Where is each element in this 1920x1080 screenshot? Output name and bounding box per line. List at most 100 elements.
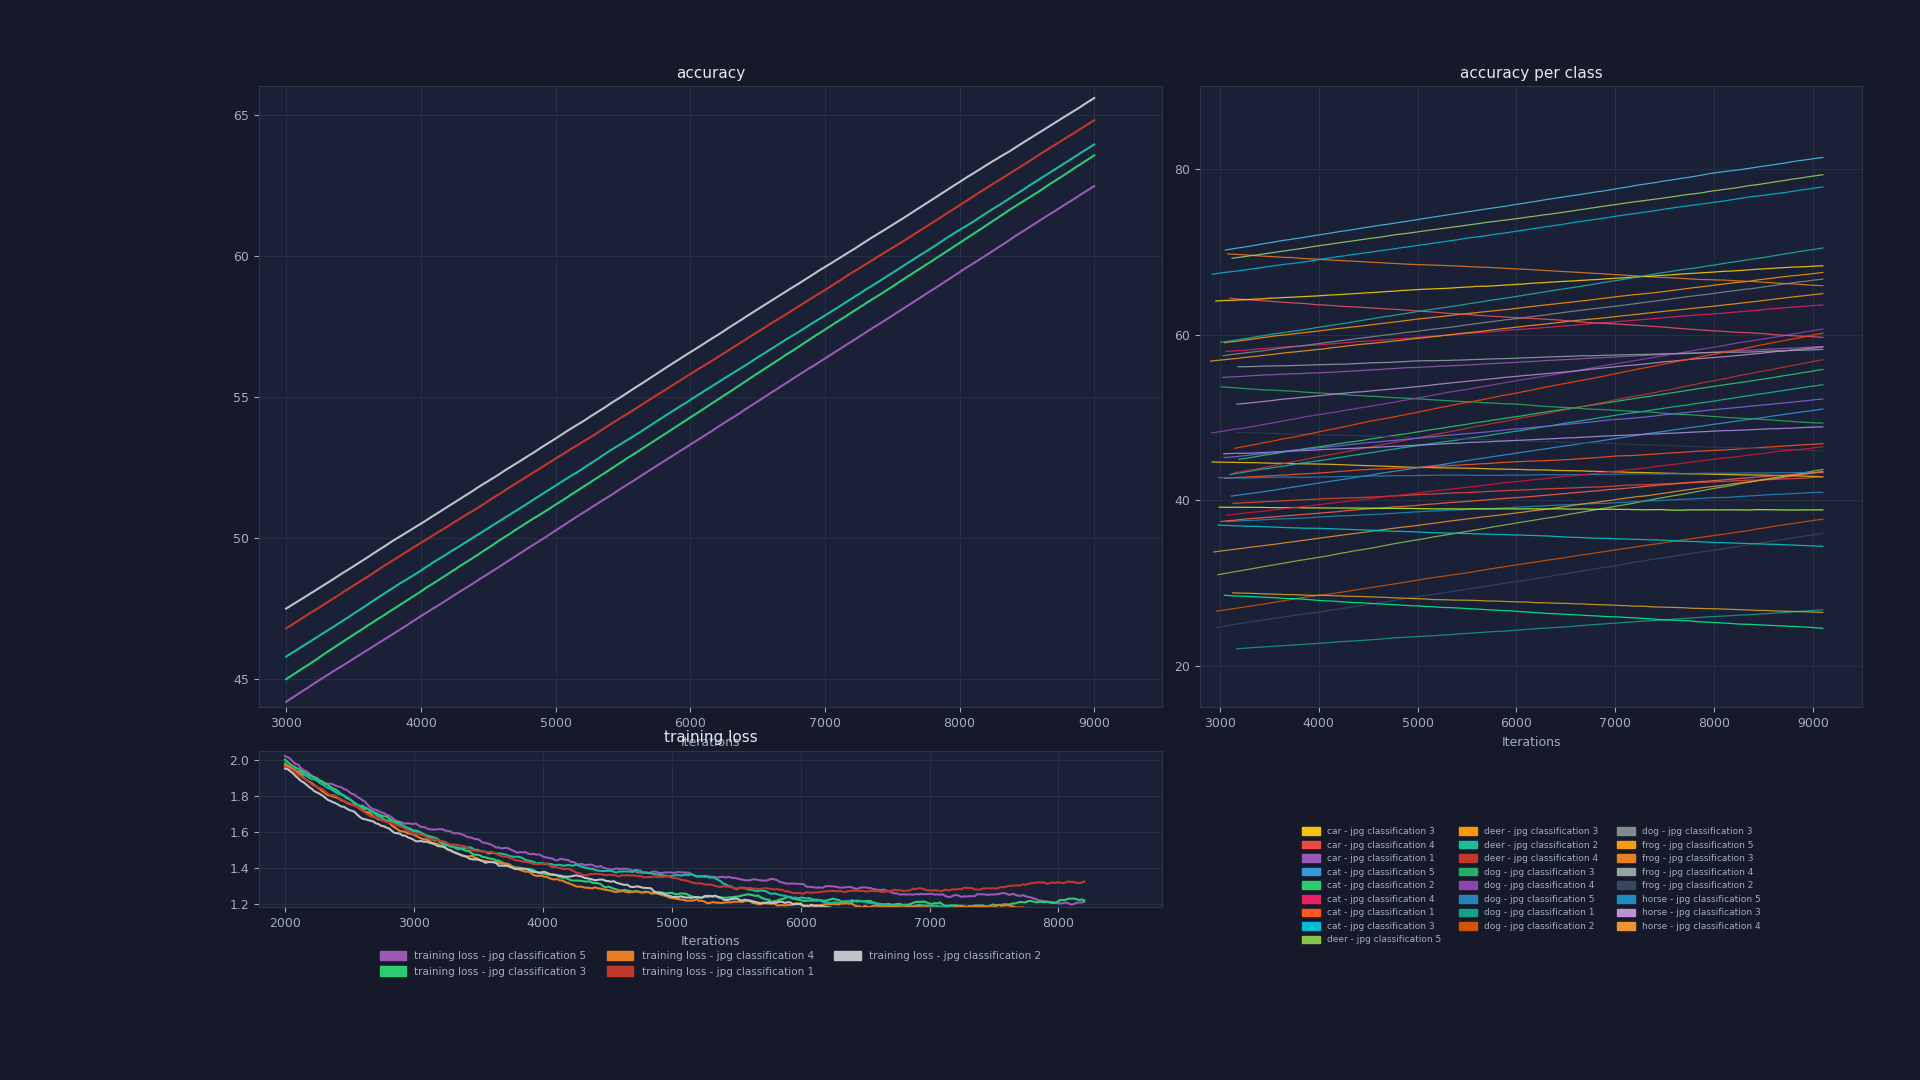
total - jpg classification 4 xyxy=(275,650,298,663)
Line: training loss - jpg classification 1: training loss - jpg classification 1 xyxy=(284,767,1085,894)
Title: accuracy per class: accuracy per class xyxy=(1459,66,1603,81)
total - jpg classification 3 xyxy=(490,532,513,545)
total - jpg classification 4 xyxy=(323,620,346,633)
training loss - jpg classification 1 xyxy=(1073,875,1096,888)
training loss - jpg classification 4 xyxy=(947,900,970,913)
training loss - jpg classification 3 xyxy=(747,885,770,897)
training loss - jpg classification 1 xyxy=(950,882,973,895)
training loss - jpg classification 4 xyxy=(749,897,772,910)
total - jpg classification 2 xyxy=(275,603,298,616)
training loss - jpg classification 3 xyxy=(950,901,973,914)
total - jpg classification 1 xyxy=(323,591,346,604)
Line: total - jpg classification 4: total - jpg classification 4 xyxy=(286,145,1094,657)
total - jpg classification 3 xyxy=(323,640,346,653)
training loss - jpg classification 3 xyxy=(1073,894,1096,907)
training loss - jpg classification 1 xyxy=(749,882,772,895)
training loss - jpg classification 2 xyxy=(762,896,785,909)
total - jpg classification 5 xyxy=(1083,179,1106,192)
training loss - jpg classification 3 xyxy=(276,756,300,769)
training loss - jpg classification 3 xyxy=(998,903,1021,916)
Line: total - jpg classification 2: total - jpg classification 2 xyxy=(286,98,1094,609)
training loss - jpg classification 1 xyxy=(762,883,785,896)
total - jpg classification 5 xyxy=(424,600,447,613)
total - jpg classification 2 xyxy=(1083,92,1106,105)
training loss - jpg classification 2 xyxy=(747,896,770,909)
total - jpg classification 2 xyxy=(490,467,513,480)
total - jpg classification 5 xyxy=(1043,205,1066,218)
total - jpg classification 3 xyxy=(1043,175,1066,188)
training loss - jpg classification 1 xyxy=(1000,879,1023,892)
training loss - jpg classification 2 xyxy=(273,762,296,775)
total - jpg classification 3 xyxy=(275,673,298,686)
training loss - jpg classification 5 xyxy=(1073,895,1096,908)
training loss - jpg classification 3 xyxy=(947,900,970,913)
Line: total - jpg classification 1: total - jpg classification 1 xyxy=(286,120,1094,629)
total - jpg classification 1 xyxy=(275,622,298,635)
training loss - jpg classification 5 xyxy=(762,873,785,886)
Line: training loss - jpg classification 5: training loss - jpg classification 5 xyxy=(284,756,1085,905)
training loss - jpg classification 1 xyxy=(793,888,816,901)
total - jpg classification 2 xyxy=(1043,117,1066,130)
training loss - jpg classification 3 xyxy=(749,891,772,904)
training loss - jpg classification 1 xyxy=(273,760,296,773)
X-axis label: Iterations: Iterations xyxy=(682,935,739,948)
total - jpg classification 4 xyxy=(1083,138,1106,151)
total - jpg classification 1 xyxy=(1014,158,1037,171)
training loss - jpg classification 2 xyxy=(1025,921,1048,934)
training loss - jpg classification 2 xyxy=(947,915,970,928)
training loss - jpg classification 5 xyxy=(273,750,296,762)
Title: accuracy: accuracy xyxy=(676,66,745,81)
training loss - jpg classification 3 xyxy=(947,900,970,913)
training loss - jpg classification 4 xyxy=(747,897,770,910)
Line: training loss - jpg classification 2: training loss - jpg classification 2 xyxy=(284,769,1085,928)
training loss - jpg classification 5 xyxy=(1060,899,1083,912)
training loss - jpg classification 5 xyxy=(747,874,770,887)
training loss - jpg classification 3 xyxy=(273,753,296,766)
total - jpg classification 2 xyxy=(424,508,447,521)
training loss - jpg classification 4 xyxy=(273,758,296,771)
training loss - jpg classification 4 xyxy=(276,760,300,773)
total - jpg classification 3 xyxy=(307,651,330,664)
training loss - jpg classification 5 xyxy=(276,751,300,764)
total - jpg classification 2 xyxy=(1014,135,1037,148)
training loss - jpg classification 1 xyxy=(276,762,300,775)
total - jpg classification 4 xyxy=(1043,164,1066,177)
total - jpg classification 5 xyxy=(323,664,346,677)
training loss - jpg classification 3 xyxy=(1000,897,1023,910)
Legend: car - jpg classification 3, car - jpg classification 4, car - jpg classification: car - jpg classification 3, car - jpg cl… xyxy=(1298,824,1764,948)
total - jpg classification 1 xyxy=(1083,113,1106,126)
Line: total - jpg classification 5: total - jpg classification 5 xyxy=(286,186,1094,702)
training loss - jpg classification 1 xyxy=(747,882,770,895)
total - jpg classification 1 xyxy=(490,486,513,499)
training loss - jpg classification 3 xyxy=(273,757,296,770)
training loss - jpg classification 5 xyxy=(947,889,970,902)
Line: total - jpg classification 3: total - jpg classification 3 xyxy=(286,156,1094,679)
training loss - jpg classification 2 xyxy=(276,762,300,775)
total - jpg classification 3 xyxy=(424,575,447,588)
training loss - jpg classification 5 xyxy=(998,889,1021,902)
total - jpg classification 2 xyxy=(323,571,346,584)
Legend: total - jpg classification 5, total - jpg classification 3, total - jpg classifi: total - jpg classification 5, total - jp… xyxy=(436,824,985,859)
total - jpg classification 2 xyxy=(307,582,330,595)
training loss - jpg classification 5 xyxy=(749,874,772,887)
total - jpg classification 1 xyxy=(307,602,330,615)
total - jpg classification 3 xyxy=(1014,193,1037,206)
total - jpg classification 3 xyxy=(1083,149,1106,162)
training loss - jpg classification 4 xyxy=(1073,904,1096,917)
total - jpg classification 5 xyxy=(307,674,330,687)
training loss - jpg classification 3 xyxy=(762,887,785,900)
total - jpg classification 4 xyxy=(307,630,330,643)
training loss - jpg classification 3 xyxy=(276,759,300,772)
X-axis label: Iterations: Iterations xyxy=(1501,735,1561,748)
training loss - jpg classification 3 xyxy=(749,885,772,897)
training loss - jpg classification 4 xyxy=(998,899,1021,912)
Line: training loss - jpg classification 4: training loss - jpg classification 4 xyxy=(284,765,1085,912)
training loss - jpg classification 2 xyxy=(749,896,772,909)
total - jpg classification 1 xyxy=(424,527,447,540)
training loss - jpg classification 2 xyxy=(1073,920,1096,933)
training loss - jpg classification 4 xyxy=(762,897,785,910)
training loss - jpg classification 3 xyxy=(747,889,770,902)
total - jpg classification 4 xyxy=(424,554,447,567)
Title: training loss: training loss xyxy=(664,730,756,745)
X-axis label: Iterations: Iterations xyxy=(682,735,739,748)
